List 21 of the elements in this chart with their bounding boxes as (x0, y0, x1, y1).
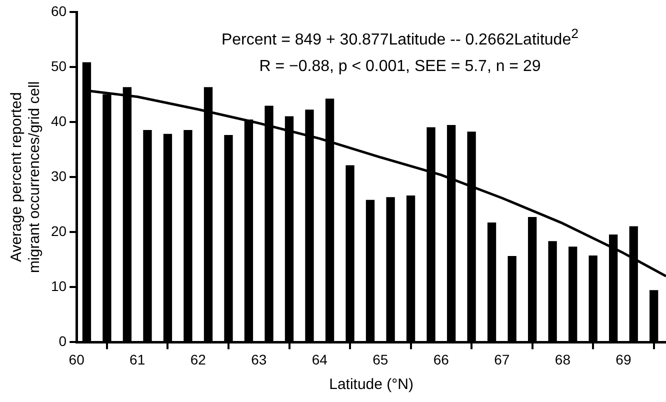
y-tick-label: 20 (50, 222, 67, 239)
y-tick-label: 0 (58, 333, 67, 350)
x-tick-label: 64 (312, 351, 328, 368)
y-tick-label: 60 (50, 2, 67, 19)
y-tick-label: 10 (50, 278, 67, 294)
x-tick-label: 63 (251, 351, 267, 368)
x-axis-title: Latitude (°N) (329, 376, 414, 394)
y-tick-label: 50 (50, 58, 67, 74)
y-axis-title: Average percent reported migrant occurrences/grid cell (8, 81, 44, 273)
annotation: Percent = 849 + 30.877Latitude -- 0.2662Latitude$^{2}$ (220, 25, 580, 50)
y-tick-label: 30 (50, 168, 67, 184)
x-tick-label: 66 (433, 351, 450, 368)
x-tick-label: 68 (554, 351, 571, 368)
x-tick-label: 61 (130, 351, 146, 368)
annotation: R = −0.88, p < 0.001, SEE = 5.7, n = 29 (258, 57, 542, 78)
y-tick-label: 40 (50, 112, 67, 129)
x-tick-label: 60 (68, 351, 85, 368)
x-tick-label: 65 (372, 351, 388, 368)
x-tick-label: 62 (190, 351, 206, 368)
x-tick-label: 67 (494, 351, 510, 368)
x-tick-label: 69 (616, 351, 632, 368)
